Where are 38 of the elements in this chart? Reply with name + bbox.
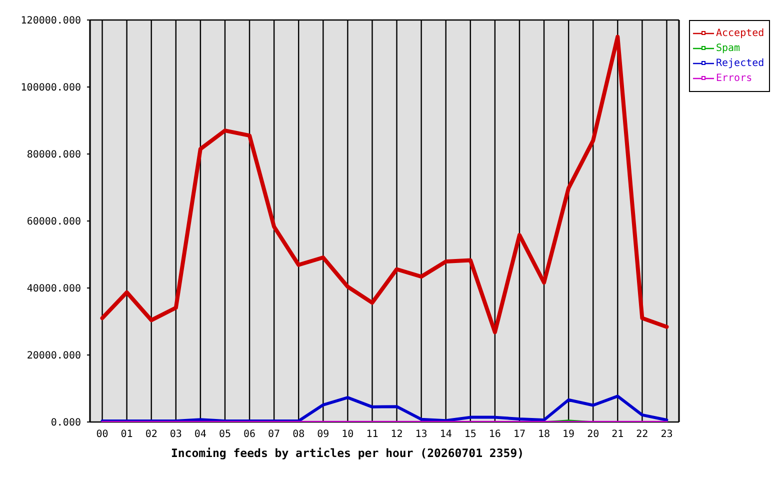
x-tick-label: 18: [538, 429, 550, 440]
y-tick-label: 80000.000: [26, 150, 81, 161]
x-tick-label: 05: [218, 429, 232, 440]
x-tick-label: 15: [464, 429, 476, 440]
legend-label: Spam: [716, 42, 740, 56]
x-tick-label: 23: [660, 429, 673, 440]
x-tick-label: 22: [636, 429, 648, 440]
line-series: [100, 34, 669, 334]
y-tick-label: 0.000: [50, 418, 81, 429]
x-tick-label: 01: [120, 429, 133, 440]
legend-label: Rejected: [716, 57, 764, 71]
legend-label: Accepted: [716, 27, 764, 41]
line-series: [100, 394, 668, 422]
x-tick-label: 09: [317, 429, 330, 440]
x-tick-label: 02: [145, 429, 158, 440]
x-tick-label: 21: [612, 429, 624, 440]
x-tick-label: 11: [366, 429, 378, 440]
y-tick-label: 120000.000: [20, 16, 81, 27]
x-tick-label: 07: [268, 429, 280, 440]
x-tick-label: 20: [587, 429, 600, 440]
x-tick-label: 16: [488, 429, 501, 440]
x-tick-label: 19: [562, 429, 575, 440]
x-tick-label: 00: [96, 429, 108, 440]
x-tick-label: 12: [390, 429, 403, 440]
x-tick-label: 13: [415, 429, 428, 440]
x-tick-label: 03: [170, 429, 182, 440]
y-tick-label: 20000.000: [26, 350, 81, 362]
y-tick-label: 60000.000: [26, 216, 81, 228]
x-tick-label: 17: [513, 429, 526, 440]
x-tick-label: 06: [243, 429, 256, 440]
x-tick-label: 14: [440, 429, 452, 440]
y-tick-label: 100000.000: [20, 82, 81, 94]
x-axis-title: Incoming feeds by articles per hour (20260701 2359): [170, 446, 524, 460]
x-tick-label: 04: [194, 429, 206, 440]
legend-label: Errors: [716, 72, 752, 86]
x-tick-label: 08: [292, 429, 305, 440]
x-tick-label: 10: [342, 429, 354, 440]
y-tick-label: 40000.000: [26, 284, 81, 295]
